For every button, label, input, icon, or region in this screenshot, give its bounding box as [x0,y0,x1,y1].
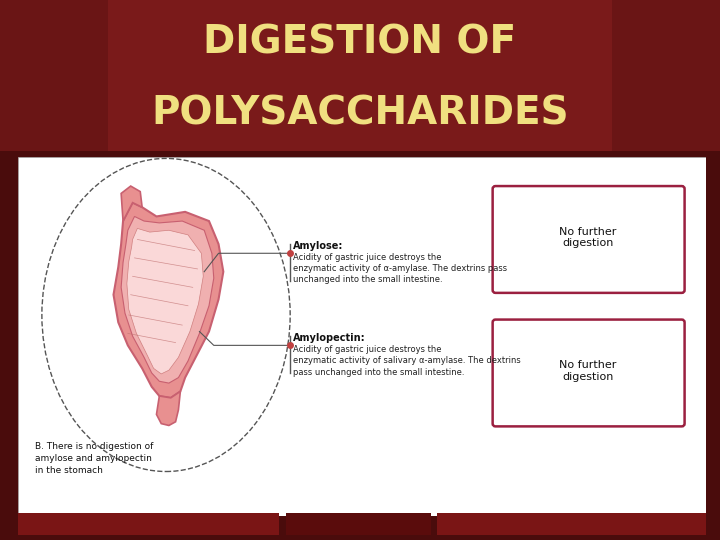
Text: Amylopectin:: Amylopectin: [293,333,366,343]
FancyBboxPatch shape [492,320,685,427]
Text: B. There is no digestion of
amylose and amylopectin
in the stomach: B. There is no digestion of amylose and … [35,442,153,475]
Bar [438,513,706,535]
Text: No further
digestion: No further digestion [559,227,617,248]
Bar [286,513,431,535]
Text: Amylose:: Amylose: [293,241,343,251]
Polygon shape [156,392,180,426]
Text: Acidity of gastric juice destroys the
enzymatic activity of salivary α-amylase. : Acidity of gastric juice destroys the en… [293,346,521,376]
Text: No further
digestion: No further digestion [559,360,617,382]
Polygon shape [127,228,203,374]
Polygon shape [121,186,142,221]
Text: DIGESTION OF: DIGESTION OF [204,23,516,62]
Polygon shape [114,202,223,398]
Polygon shape [121,217,214,383]
Bar [108,0,612,151]
Text: Acidity of gastric juice destroys the
enzymatic activity of α-amylase. The dextr: Acidity of gastric juice destroys the en… [293,253,507,285]
Text: POLYSACCHARIDES: POLYSACCHARIDES [151,94,569,132]
FancyBboxPatch shape [492,186,685,293]
Bar [18,513,279,535]
